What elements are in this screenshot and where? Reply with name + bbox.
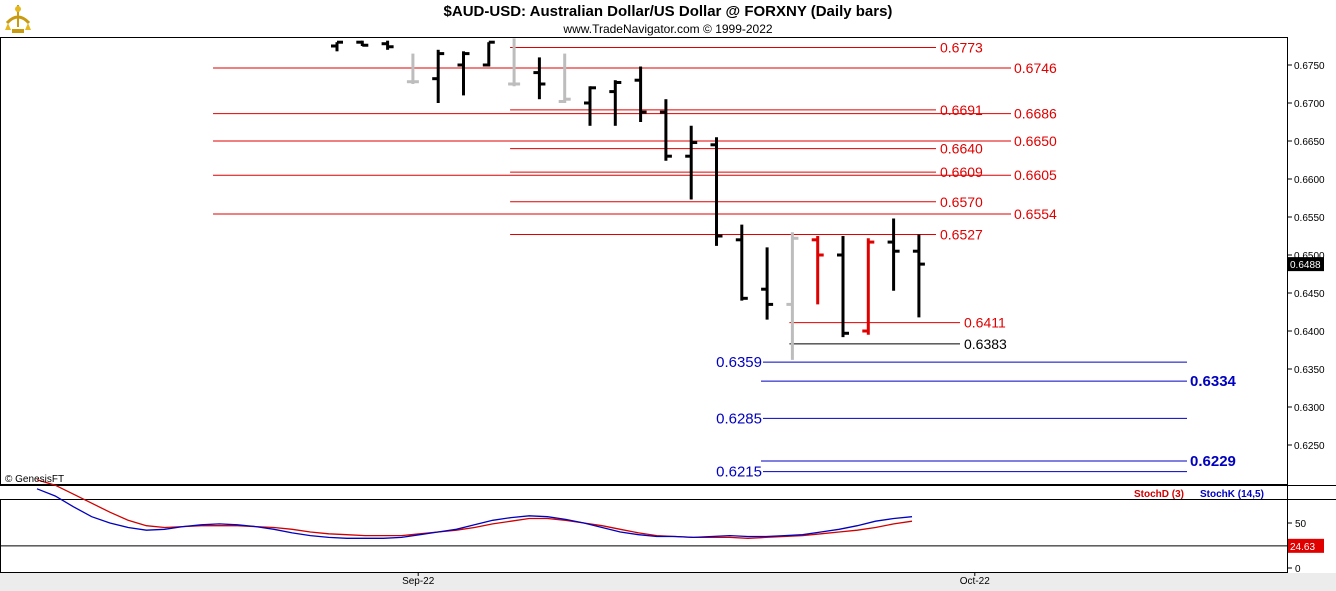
resistance-label: 0.6411 — [964, 315, 1006, 331]
ohlc-bar — [887, 218, 900, 291]
ohlc-bar — [508, 38, 521, 87]
price-tick-label: 0.6500 — [1294, 251, 1325, 262]
support-label: 0.6334 — [1190, 373, 1237, 390]
price-panel — [0, 37, 1288, 485]
ohlc-bar — [659, 99, 672, 161]
resistance-label: 0.6746 — [1014, 60, 1057, 76]
date-tick-label: Sep-22 — [402, 576, 435, 587]
stoch-last-label: 24.63 — [1290, 542, 1315, 553]
support-label: 0.6229 — [1190, 453, 1236, 470]
ohlc-bar — [786, 232, 799, 360]
support-label: 0.6215 — [716, 464, 762, 481]
stoch-panel — [0, 499, 1288, 573]
date-axis-panel — [0, 573, 1336, 591]
price-tick-label: 0.6450 — [1294, 289, 1325, 300]
ohlc-bar — [710, 137, 723, 246]
ohlc-bar — [558, 53, 571, 103]
resistance-label: 0.6691 — [940, 102, 983, 118]
ohlc-bar — [685, 125, 698, 200]
price-tick-label: 0.6250 — [1294, 441, 1325, 452]
legend-strip — [0, 485, 1336, 499]
price-tick-label: 0.6550 — [1294, 213, 1325, 224]
support-label: 0.6285 — [716, 410, 762, 427]
resistance-label: 0.6609 — [940, 164, 983, 180]
ohlc-bar — [862, 238, 875, 335]
stoch-tick-label: 50 — [1295, 519, 1307, 530]
ohlc-bar — [912, 234, 925, 318]
price-tick-label: 0.6600 — [1294, 175, 1325, 186]
support-label: 0.6359 — [716, 354, 762, 371]
resistance-label: 0.6640 — [940, 141, 983, 157]
resistance-label: 0.6773 — [940, 40, 983, 56]
price-tick-label: 0.6350 — [1294, 365, 1325, 376]
ohlc-bar — [533, 57, 546, 100]
resistance-label: 0.6527 — [940, 226, 983, 242]
ohlc-bar — [837, 236, 849, 338]
ohlc-bar — [761, 247, 774, 320]
ohlc-bar — [609, 80, 622, 126]
price-tick-label: 0.6300 — [1294, 403, 1325, 414]
stoch-d-legend: StochD (3) — [1134, 489, 1184, 500]
price-tick-label: 0.6750 — [1294, 61, 1325, 72]
stoch-k-legend: StochK (14,5) — [1200, 489, 1264, 500]
trade-navigator-logo-icon — [5, 5, 31, 33]
ohlc-bar — [432, 49, 445, 103]
ohlc-bar — [406, 53, 419, 84]
level-label: 0.6383 — [964, 336, 1007, 352]
last-price-label: 0.6488 — [1290, 260, 1321, 271]
ohlc-bar — [735, 224, 748, 301]
ohlc-bar — [457, 51, 470, 96]
price-tick-label: 0.6400 — [1294, 327, 1325, 338]
ohlc-bar — [482, 40, 495, 67]
ohlc-bar — [634, 66, 647, 122]
date-tick-label: Oct-22 — [960, 576, 990, 587]
ohlc-bar — [811, 236, 824, 305]
ohlc-bar — [331, 40, 343, 52]
stoch-last-badge — [1288, 538, 1324, 553]
resistance-label: 0.6686 — [1014, 106, 1057, 122]
ohlc-bar — [381, 40, 394, 50]
price-tick-label: 0.6700 — [1294, 99, 1325, 110]
resistance-label: 0.6554 — [1014, 206, 1057, 222]
stoch-tick-label: 0 — [1295, 564, 1301, 575]
stoch-series-line — [36, 488, 913, 539]
ohlc-bar — [584, 86, 596, 126]
chart-subtitle: www.TradeNavigator.com © 1999-2022 — [563, 22, 773, 36]
last-price-badge — [1288, 257, 1324, 272]
chart-title: $AUD-USD: Australian Dollar/US Dollar @ … — [443, 3, 893, 20]
resistance-label: 0.6605 — [1014, 167, 1057, 183]
copyright-label: © GenesisFT — [5, 474, 65, 485]
resistance-label: 0.6570 — [940, 194, 983, 210]
price-tick-label: 0.6650 — [1294, 137, 1325, 148]
resistance-label: 0.6650 — [1014, 133, 1057, 149]
ohlc-bar — [356, 40, 369, 47]
